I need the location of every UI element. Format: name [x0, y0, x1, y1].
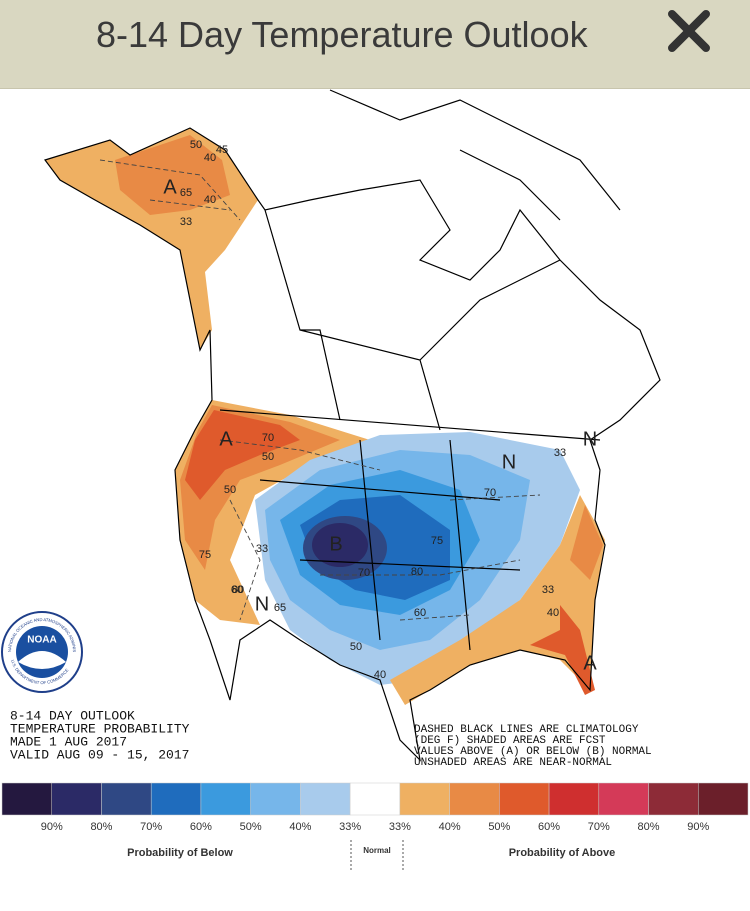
legend-swatch: [1, 782, 52, 816]
legend-swatch: [598, 782, 649, 816]
legend-above-caption: Probability of Above: [509, 847, 616, 859]
header-title: 8-14 Day Temperature Outlook: [96, 14, 588, 55]
info-left: TEMPERATURE PROBABILITY: [10, 721, 190, 736]
legend-swatch: [349, 782, 401, 816]
legend-label: 60%: [538, 821, 560, 833]
legend-swatch: [300, 782, 351, 816]
info-left: MADE 1 AUG 2017: [10, 734, 127, 749]
map-label: B: [329, 533, 342, 555]
header: 8-14 Day Temperature Outlook: [0, 0, 750, 89]
map-label: 50: [350, 641, 362, 653]
legend-label: 90%: [41, 821, 63, 833]
map-label: N: [255, 593, 269, 615]
legend-label: 50%: [240, 821, 262, 833]
legend-label: 70%: [140, 821, 162, 833]
legend-swatch: [101, 782, 152, 816]
map-label: 40: [547, 607, 559, 619]
legend-swatch: [399, 782, 450, 816]
legend-below-caption: Probability of Below: [127, 847, 233, 859]
map-label: 70: [262, 432, 274, 444]
legend-swatch: [548, 782, 600, 816]
map-label: 50: [224, 484, 236, 496]
info-right: DASHED BLACK LINES ARE CLIMATOLOGY: [414, 724, 639, 736]
legend-swatch: [648, 782, 699, 816]
legend-swatch: [499, 782, 550, 816]
map-label: A: [219, 428, 233, 450]
legend-label: 90%: [687, 821, 709, 833]
legend-label: 70%: [588, 821, 610, 833]
legend-label: 40%: [439, 821, 461, 833]
legend-swatch: [51, 782, 102, 816]
map-label: 40: [374, 669, 386, 681]
map-label: 45: [216, 144, 228, 156]
legend-label: 33%: [339, 821, 361, 833]
logo-ring-top: NATIONAL OCEANIC AND ATMOSPHERIC ADMINIS…: [0, 0, 77, 652]
map-label: 60: [231, 584, 243, 596]
map-label: 33: [542, 584, 554, 596]
map-label: N: [583, 428, 597, 450]
legend-label: 80%: [638, 821, 660, 833]
map-label: 65: [274, 602, 286, 614]
map-label: 65: [180, 187, 192, 199]
legend-label: 60%: [190, 821, 212, 833]
map-label: N: [502, 451, 516, 473]
map-label: 50: [190, 139, 202, 151]
legend-swatch: [250, 782, 301, 816]
map-label: 80: [411, 566, 423, 578]
map-label: A: [163, 176, 177, 198]
info-right: VALUES ABOVE (A) OR BELOW (B) NORMAL: [414, 746, 652, 758]
legend-label: 50%: [488, 821, 510, 833]
close-button[interactable]: [664, 6, 714, 56]
map-label: 40: [204, 194, 216, 206]
logo-ring-top-text: NATIONAL OCEANIC AND ATMOSPHERIC ADMINIS…: [0, 0, 77, 652]
legend-normal-caption: Normal: [363, 846, 391, 855]
map-label: 70: [358, 567, 370, 579]
info-right: UNSHADED AREAS ARE NEAR-NORMAL: [414, 757, 612, 769]
map-label: 33: [554, 447, 566, 459]
info-left: VALID AUG 09 - 15, 2017: [10, 747, 189, 762]
map-label: 75: [199, 549, 211, 561]
legend-swatch: [200, 782, 251, 816]
map-label: 40: [204, 152, 216, 164]
map-label: A: [583, 652, 597, 674]
map-label: 50: [262, 451, 274, 463]
legend-swatch: [449, 782, 500, 816]
legend-label: 40%: [289, 821, 311, 833]
info-right: (DEG F) SHADED AREAS ARE FCST: [414, 735, 606, 747]
map-label: 80: [232, 584, 244, 596]
map-label: 75: [431, 535, 443, 547]
legend-label: 80%: [90, 821, 112, 833]
map-label: 70: [484, 487, 496, 499]
legend-swatch: [698, 782, 749, 816]
info-left: 8-14 DAY OUTLOOK: [10, 708, 135, 723]
map-label: 33: [180, 216, 192, 228]
logo-name: NOAA: [27, 635, 56, 646]
legend-label: 33%: [389, 821, 411, 833]
map-label: 33: [256, 543, 268, 555]
legend-swatch: [150, 782, 202, 816]
map-label: 60: [414, 607, 426, 619]
